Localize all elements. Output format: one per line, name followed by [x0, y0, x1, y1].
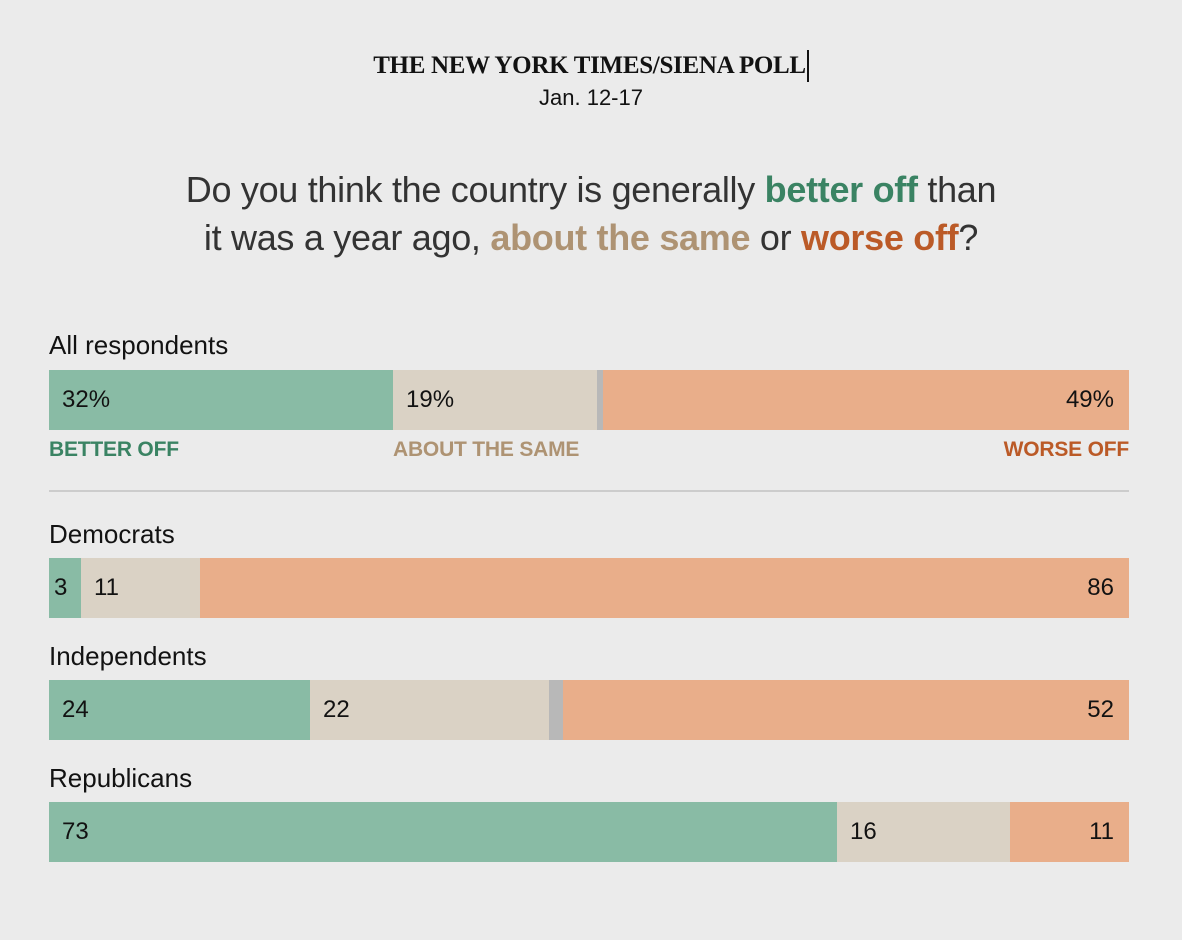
bar-segment-worse-off: 52: [563, 680, 1129, 740]
bar-segment-no-answer: [549, 680, 563, 740]
bar-segment-worse-off: 49%: [603, 370, 1129, 430]
bar-segment-better-off: 32%: [49, 370, 393, 430]
bar-segment-better-off: 24: [49, 680, 310, 740]
question-about-same: about the same: [490, 217, 751, 258]
bar-segment-worse-off: 86: [200, 558, 1129, 618]
group-label: All respondents: [49, 330, 229, 360]
bar-segment-worse-off: 11: [1010, 802, 1129, 862]
data-label: 52: [1087, 696, 1114, 723]
data-label: 24: [62, 696, 89, 723]
question-text: ?: [958, 217, 979, 258]
question-text: Do you think the country is generally: [185, 169, 765, 210]
bar-segment-better-off: 73: [49, 802, 837, 862]
bar-independents: 24 22 52: [49, 680, 1129, 740]
bar-segment-no-answer: [597, 370, 603, 430]
question-better-off: better off: [764, 169, 918, 210]
legend-better-off: BETTER OFF: [49, 438, 179, 461]
bar-all-respondents: 32% 19% 49%: [49, 370, 1129, 430]
question-text: than: [917, 169, 997, 210]
data-label: 19%: [406, 386, 455, 413]
bar-segment-about-same: 19%: [393, 370, 597, 430]
data-label: 32%: [62, 386, 111, 413]
legend: BETTER OFF ABOUT THE SAME WORSE OFF: [49, 438, 1129, 466]
legend-worse-off: WORSE OFF: [1003, 438, 1130, 461]
group-label: Democrats: [49, 519, 175, 549]
data-label: 86: [1087, 574, 1114, 601]
chart-title: Do you think the country is generally be…: [0, 166, 1182, 262]
chart-header: THE NEW YORK TIMES/SIENA POLL Jan. 12-17: [0, 50, 1182, 112]
data-label: 73: [62, 818, 89, 845]
group-label: Republicans: [49, 763, 193, 793]
data-label: 3: [54, 574, 68, 601]
poll-source: THE NEW YORK TIMES/SIENA POLL: [373, 50, 809, 82]
data-label: 49%: [1065, 386, 1114, 413]
bar-democrats: 3 11 86: [49, 558, 1129, 618]
group-label: Independents: [49, 641, 207, 671]
bar-segment-about-same: 16: [837, 802, 1010, 862]
poll-date: Jan. 12-17: [539, 85, 643, 110]
question-text: or: [750, 217, 802, 258]
divider: [49, 490, 1129, 492]
data-label: 11: [1089, 818, 1114, 845]
data-label: 11: [94, 574, 119, 601]
bar-segment-about-same: 22: [310, 680, 549, 740]
bar-segment-about-same: 11: [81, 558, 200, 618]
data-label: 16: [850, 818, 877, 845]
bar-republicans: 73 16 11: [49, 802, 1129, 862]
bar-segment-better-off: 3: [49, 558, 81, 618]
legend-about-same: ABOUT THE SAME: [393, 438, 580, 461]
data-label: 22: [323, 696, 350, 723]
question-text: it was a year ago,: [203, 217, 491, 258]
question-worse-off: worse off: [801, 217, 959, 258]
